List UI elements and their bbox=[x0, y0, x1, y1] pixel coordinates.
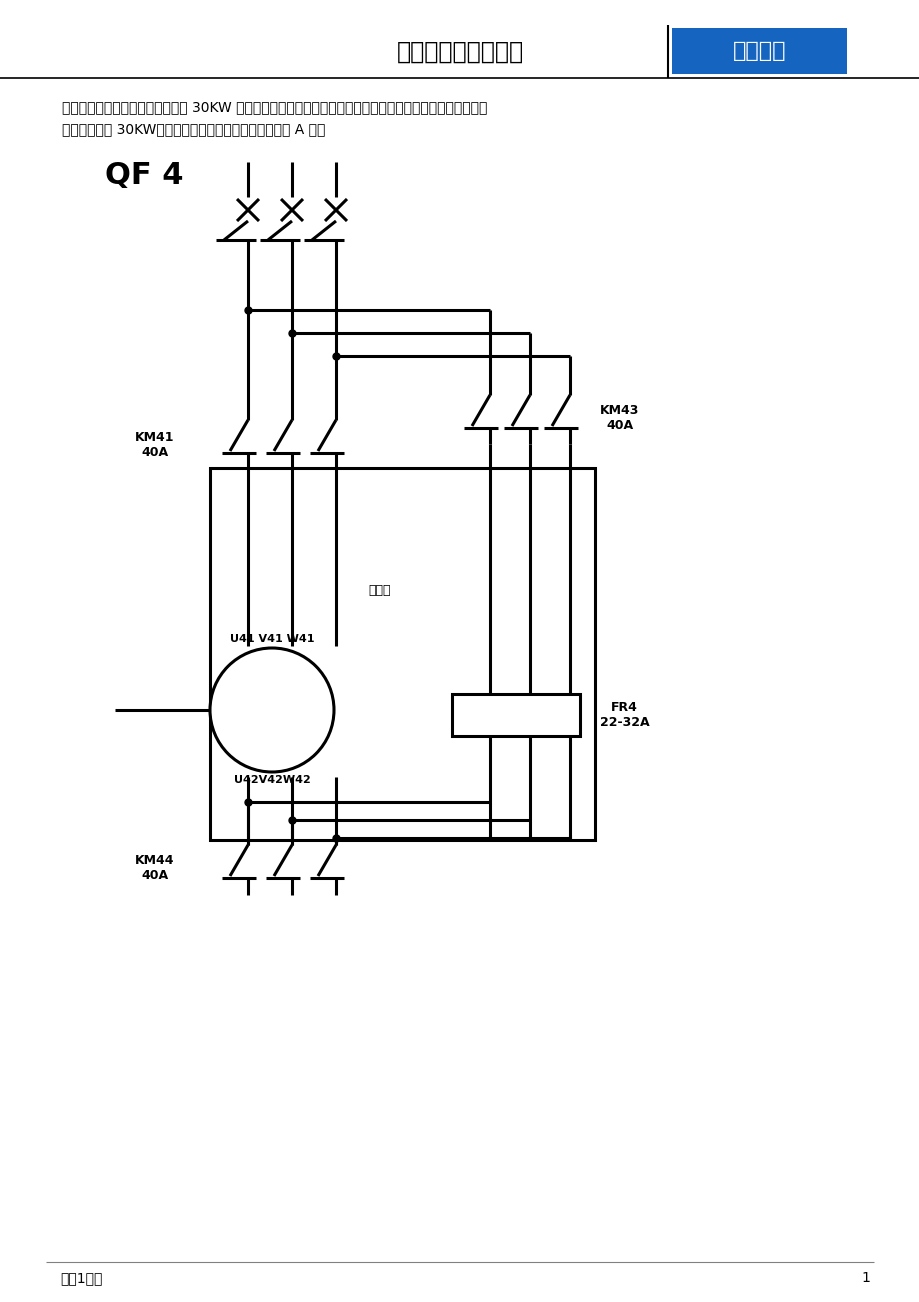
Text: 联锁器: 联锁器 bbox=[369, 583, 391, 596]
Text: U41 V41 W41: U41 V41 W41 bbox=[230, 634, 314, 644]
Text: 页眉页脚可一键删除: 页眉页脚可一键删除 bbox=[396, 40, 523, 64]
Bar bbox=[451, 694, 579, 736]
Text: KM43
40A: KM43 40A bbox=[599, 404, 639, 432]
Text: FR4
22-32A: FR4 22-32A bbox=[599, 700, 649, 729]
Bar bbox=[210, 467, 595, 840]
Text: M 4: M 4 bbox=[251, 700, 293, 720]
Text: 仅供参考: 仅供参考 bbox=[732, 40, 786, 61]
Text: 频器功率也是 30KW，请问这两种用法的断路器应选多少 A 的。: 频器功率也是 30KW，请问这两种用法的断路器应选多少 A 的。 bbox=[62, 122, 325, 135]
Text: 大家帮我看下这两张图，电机都是 30KW ，都采用星三角启动，第一个图不带变频器，第二个图带变频器，变: 大家帮我看下这两张图，电机都是 30KW ，都采用星三角启动，第一个图不带变频器… bbox=[62, 100, 487, 115]
Text: 技术1类别: 技术1类别 bbox=[60, 1271, 102, 1285]
Text: KM41
40A: KM41 40A bbox=[135, 431, 175, 460]
Text: QF 4: QF 4 bbox=[105, 160, 183, 190]
FancyBboxPatch shape bbox=[671, 29, 846, 74]
Text: KM44
40A: KM44 40A bbox=[135, 854, 175, 881]
Text: U42V42W42: U42V42W42 bbox=[233, 775, 310, 785]
Ellipse shape bbox=[210, 648, 334, 772]
Text: 1: 1 bbox=[860, 1271, 869, 1285]
